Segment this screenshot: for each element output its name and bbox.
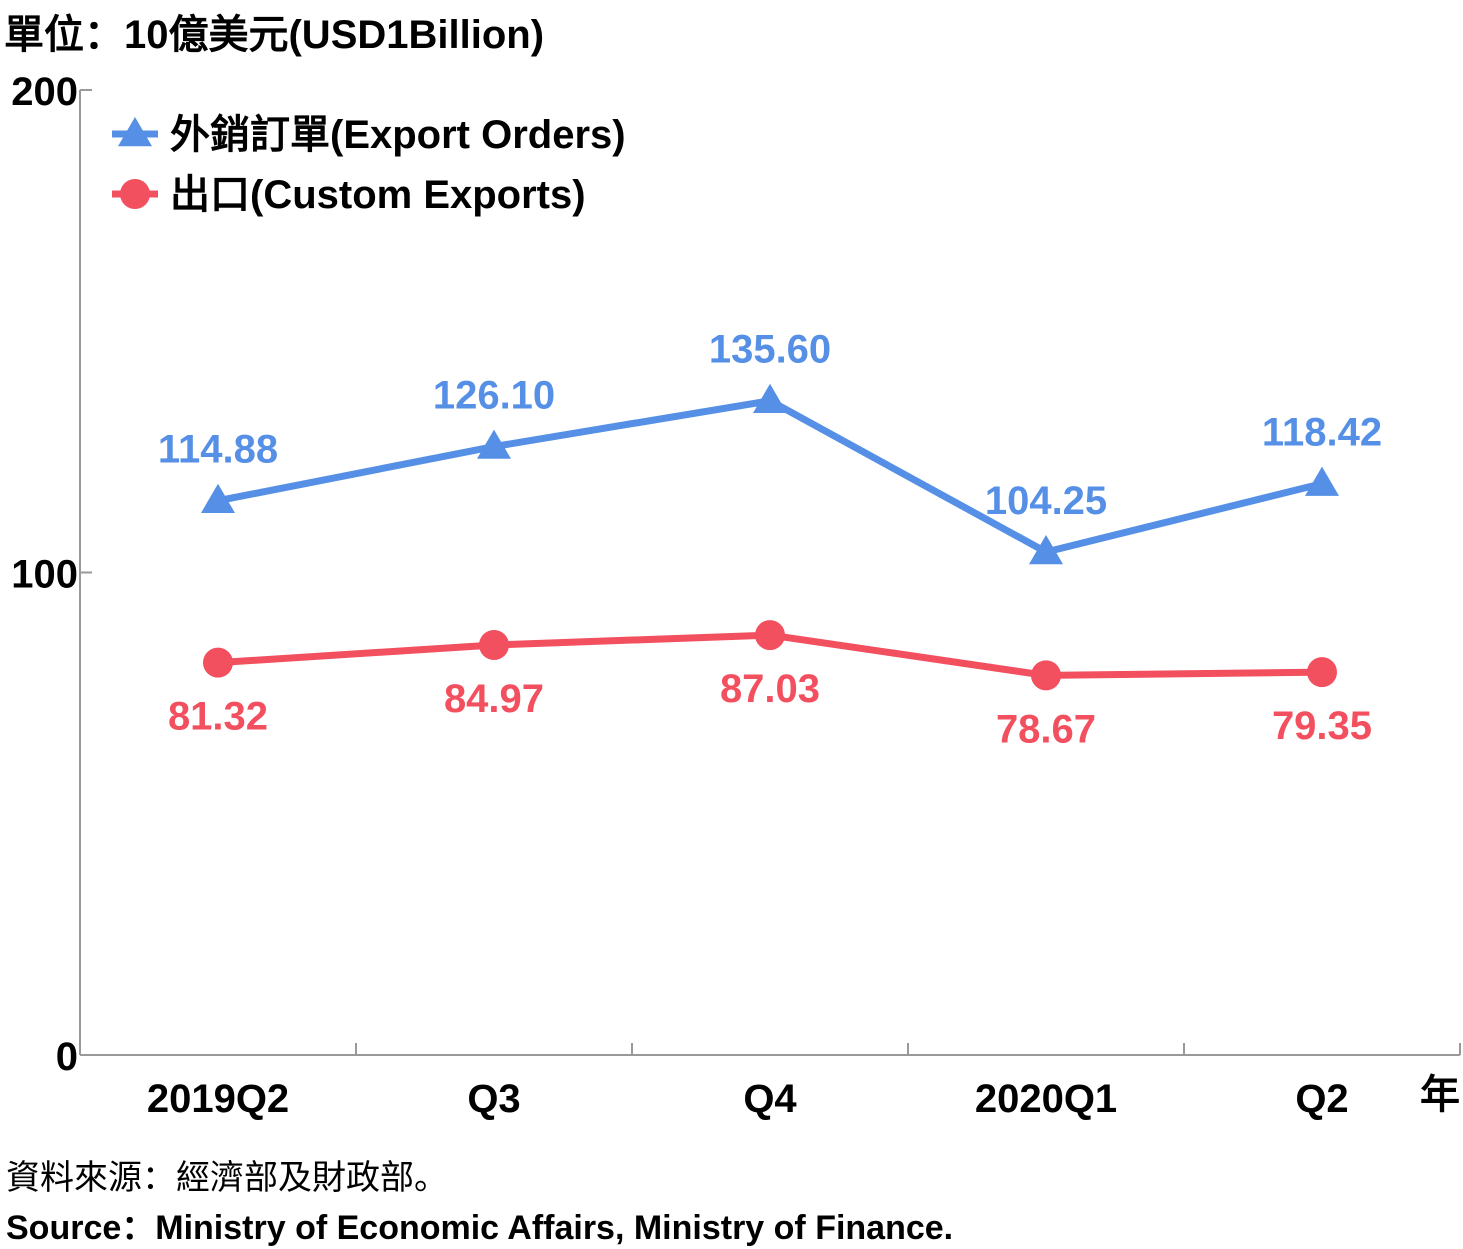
legend-label: 外銷訂單(Export Orders) bbox=[170, 113, 626, 157]
y-tick-label: 100 bbox=[11, 553, 78, 597]
x-tick-label: Q3 bbox=[467, 1077, 520, 1121]
data-point bbox=[1305, 466, 1339, 496]
source-note-english: Source：Ministry of Economic Affairs, Min… bbox=[6, 1209, 954, 1247]
data-label: 114.88 bbox=[158, 428, 278, 472]
data-label: 118.42 bbox=[1262, 411, 1382, 455]
data-label: 87.03 bbox=[720, 667, 820, 711]
data-point bbox=[203, 647, 233, 678]
series-export-orders: 114.88 126.10 135.60 104.25 118.42 bbox=[158, 328, 1382, 565]
data-point bbox=[477, 429, 511, 459]
x-axis-label: 年 bbox=[1420, 1073, 1460, 1117]
legend-item: 外銷訂單(Export Orders) bbox=[112, 113, 626, 157]
legend-marker bbox=[118, 117, 152, 147]
data-point bbox=[1029, 534, 1063, 565]
chart-axes: 0 100 200 2019Q2 Q3 Q4 2020Q1 Q2 年 bbox=[11, 70, 1461, 1121]
data-label: 104.25 bbox=[985, 479, 1107, 523]
unit-label: 單位：10億美元(USD1Billion) bbox=[4, 13, 545, 57]
data-point bbox=[753, 383, 787, 413]
data-label: 126.10 bbox=[433, 374, 555, 418]
data-point bbox=[1031, 660, 1061, 691]
data-label: 84.97 bbox=[444, 677, 544, 721]
series-line bbox=[217, 397, 1323, 556]
data-point bbox=[201, 483, 235, 513]
chart-series: 114.88 126.10 135.60 104.25 118.42 81.32 84.97… bbox=[158, 328, 1382, 752]
x-tick-label: Q4 bbox=[743, 1077, 797, 1121]
legend-label: 出口(Custom Exports) bbox=[170, 173, 586, 217]
data-point bbox=[479, 630, 509, 661]
data-label: 81.32 bbox=[168, 695, 268, 739]
x-tick-label: Q2 bbox=[1295, 1077, 1348, 1121]
legend-marker bbox=[120, 179, 150, 209]
data-label: 135.60 bbox=[709, 328, 831, 372]
data-point bbox=[1307, 657, 1337, 688]
source-note-chinese: 資料來源：經濟部及財政部。 bbox=[6, 1159, 448, 1197]
x-tick-label: 2020Q1 bbox=[975, 1077, 1117, 1121]
data-label: 78.67 bbox=[996, 707, 1096, 751]
y-tick-label: 0 bbox=[56, 1035, 78, 1079]
series-custom-exports: 81.32 84.97 87.03 78.67 79.35 bbox=[168, 620, 1372, 751]
data-point bbox=[755, 620, 785, 651]
legend-item: 出口(Custom Exports) bbox=[112, 173, 586, 217]
y-tick-label: 200 bbox=[11, 70, 78, 114]
data-label: 79.35 bbox=[1272, 704, 1372, 748]
chart-legend: 外銷訂單(Export Orders) 出口(Custom Exports) bbox=[112, 113, 626, 217]
x-tick-label: 2019Q2 bbox=[147, 1077, 289, 1121]
